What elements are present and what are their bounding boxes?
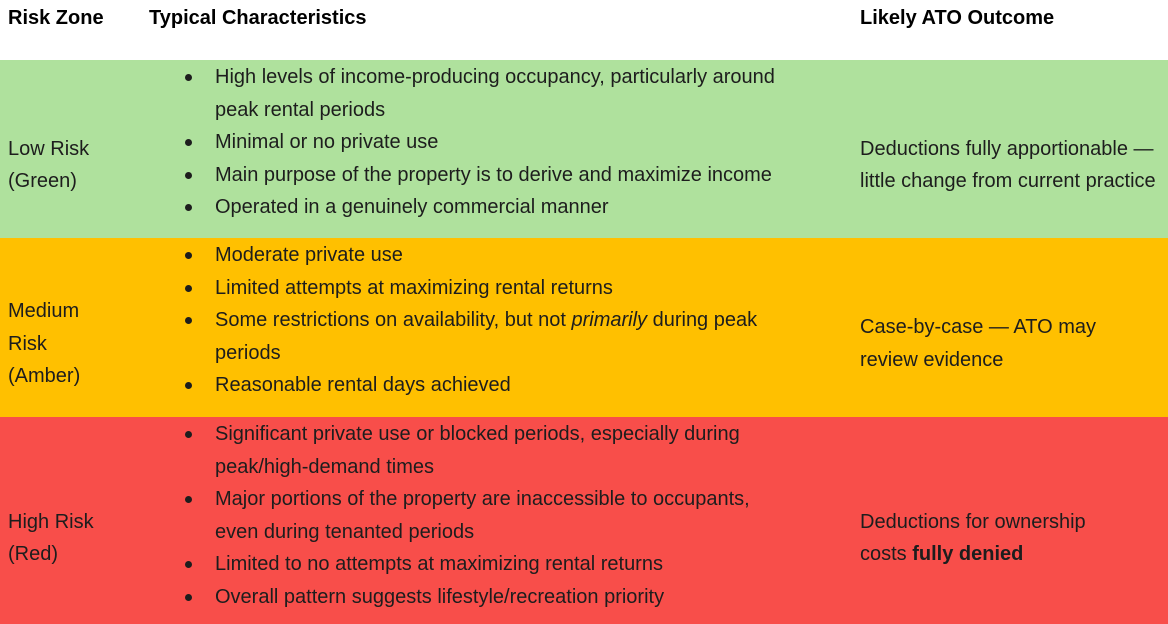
header-ato-outcome: Likely ATO Outcome <box>860 7 1055 29</box>
outcome-text: Deductions fully apportionable — little … <box>860 137 1156 193</box>
table-row-medium-risk: Medium Risk (Amber) Moderate private use… <box>0 238 1168 417</box>
outcome-text-bold: fully denied <box>912 543 1024 566</box>
risk-zone-cell: High Risk (Red) <box>0 417 149 624</box>
table-header-row: Risk Zone Typical Characteristics Likely… <box>0 0 1168 60</box>
characteristic-text: Some restrictions on availability, but n… <box>215 309 572 331</box>
characteristic-text: Limited to no attempts at maximizing ren… <box>215 553 663 575</box>
characteristic-item: Minimal or no private use <box>149 126 790 159</box>
characteristic-item: High levels of income-producing occupanc… <box>149 61 790 126</box>
outcome-text: Case-by-case — ATO may review evidence <box>860 316 1096 371</box>
characteristic-item: Significant private use or blocked perio… <box>149 418 790 483</box>
characteristics-cell: Moderate private use Limited attempts at… <box>149 238 848 417</box>
characteristic-item: Reasonable rental days achieved <box>149 369 790 402</box>
risk-zone-cell: Medium Risk (Amber) <box>0 238 149 417</box>
risk-zone-cell: Low Risk (Green) <box>0 60 149 238</box>
risk-zone-label: High Risk (Red) <box>8 510 94 566</box>
characteristics-list: High levels of income-producing occupanc… <box>149 61 790 224</box>
characteristic-item: Limited to no attempts at maximizing ren… <box>149 548 790 581</box>
characteristic-item: Overall pattern suggests lifestyle/recre… <box>149 581 790 614</box>
characteristic-text: Reasonable rental days achieved <box>215 374 511 396</box>
characteristic-item: Operated in a genuinely commercial manne… <box>149 191 790 224</box>
outcome-cell: Deductions fully apportionable — little … <box>848 60 1168 238</box>
characteristic-text: Limited attempts at maximizing rental re… <box>215 276 613 299</box>
characteristic-text: Major portions of the property are inacc… <box>215 488 750 543</box>
characteristic-item: Some restrictions on availability, but n… <box>149 304 790 369</box>
characteristics-cell: Significant private use or blocked perio… <box>149 417 848 624</box>
header-characteristics: Typical Characteristics <box>149 7 367 29</box>
characteristic-text-italic: primarily <box>571 309 648 331</box>
table-row-high-risk: High Risk (Red) Significant private use … <box>0 417 1168 624</box>
risk-zone-label: Medium Risk (Amber) <box>8 300 81 387</box>
table-row-low-risk: Low Risk (Green) High levels of income-p… <box>0 60 1168 238</box>
characteristic-text: Overall pattern suggests lifestyle/recre… <box>215 585 665 608</box>
outcome-cell: Deductions for ownership costs fully den… <box>848 417 1168 624</box>
characteristic-text: Significant private use or blocked perio… <box>215 423 740 478</box>
characteristic-text: Operated in a genuinely commercial manne… <box>215 196 609 218</box>
characteristics-cell: High levels of income-producing occupanc… <box>149 60 848 238</box>
characteristics-list: Moderate private use Limited attempts at… <box>149 239 790 402</box>
header-risk-zone: Risk Zone <box>8 7 104 29</box>
characteristic-text: Moderate private use <box>215 244 403 266</box>
characteristic-item: Moderate private use <box>149 239 790 272</box>
characteristic-text: Main purpose of the property is to deriv… <box>215 163 772 186</box>
risk-zone-label: Low Risk (Green) <box>8 137 90 193</box>
characteristic-text: High levels of income-producing occupanc… <box>215 66 775 121</box>
characteristic-item: Major portions of the property are inacc… <box>149 483 790 548</box>
characteristic-text: during peak periods <box>215 309 758 364</box>
outcome-cell: Case-by-case — ATO may review evidence <box>848 238 1168 417</box>
characteristic-item: Main purpose of the property is to deriv… <box>149 159 790 192</box>
outcome-text-prefix: Deductions for ownership costs <box>860 510 1086 566</box>
characteristic-text: Minimal or no private use <box>215 131 439 153</box>
characteristics-list: Significant private use or blocked perio… <box>149 418 790 613</box>
characteristic-item: Limited attempts at maximizing rental re… <box>149 272 790 305</box>
